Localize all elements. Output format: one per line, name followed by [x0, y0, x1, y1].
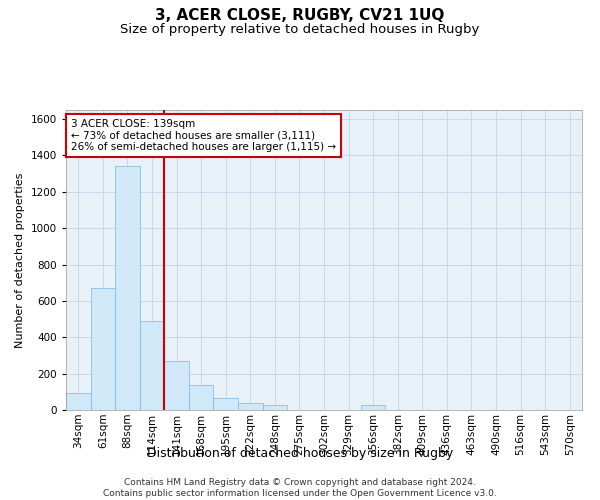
Bar [361, 406, 385, 410]
Bar [189, 384, 214, 410]
Y-axis label: Number of detached properties: Number of detached properties [15, 172, 25, 348]
Bar [214, 398, 238, 410]
Text: Contains HM Land Registry data © Crown copyright and database right 2024.
Contai: Contains HM Land Registry data © Crown c… [103, 478, 497, 498]
Bar [164, 361, 189, 410]
Text: Size of property relative to detached houses in Rugby: Size of property relative to detached ho… [121, 22, 479, 36]
Text: 3 ACER CLOSE: 139sqm
← 73% of detached houses are smaller (3,111)
26% of semi-de: 3 ACER CLOSE: 139sqm ← 73% of detached h… [71, 119, 336, 152]
Bar [238, 402, 263, 410]
Text: 3, ACER CLOSE, RUGBY, CV21 1UQ: 3, ACER CLOSE, RUGBY, CV21 1UQ [155, 8, 445, 22]
Bar [115, 166, 140, 410]
Bar [91, 288, 115, 410]
Text: Distribution of detached houses by size in Rugby: Distribution of detached houses by size … [147, 448, 453, 460]
Bar [263, 404, 287, 410]
Bar [66, 392, 91, 410]
Bar [140, 321, 164, 410]
